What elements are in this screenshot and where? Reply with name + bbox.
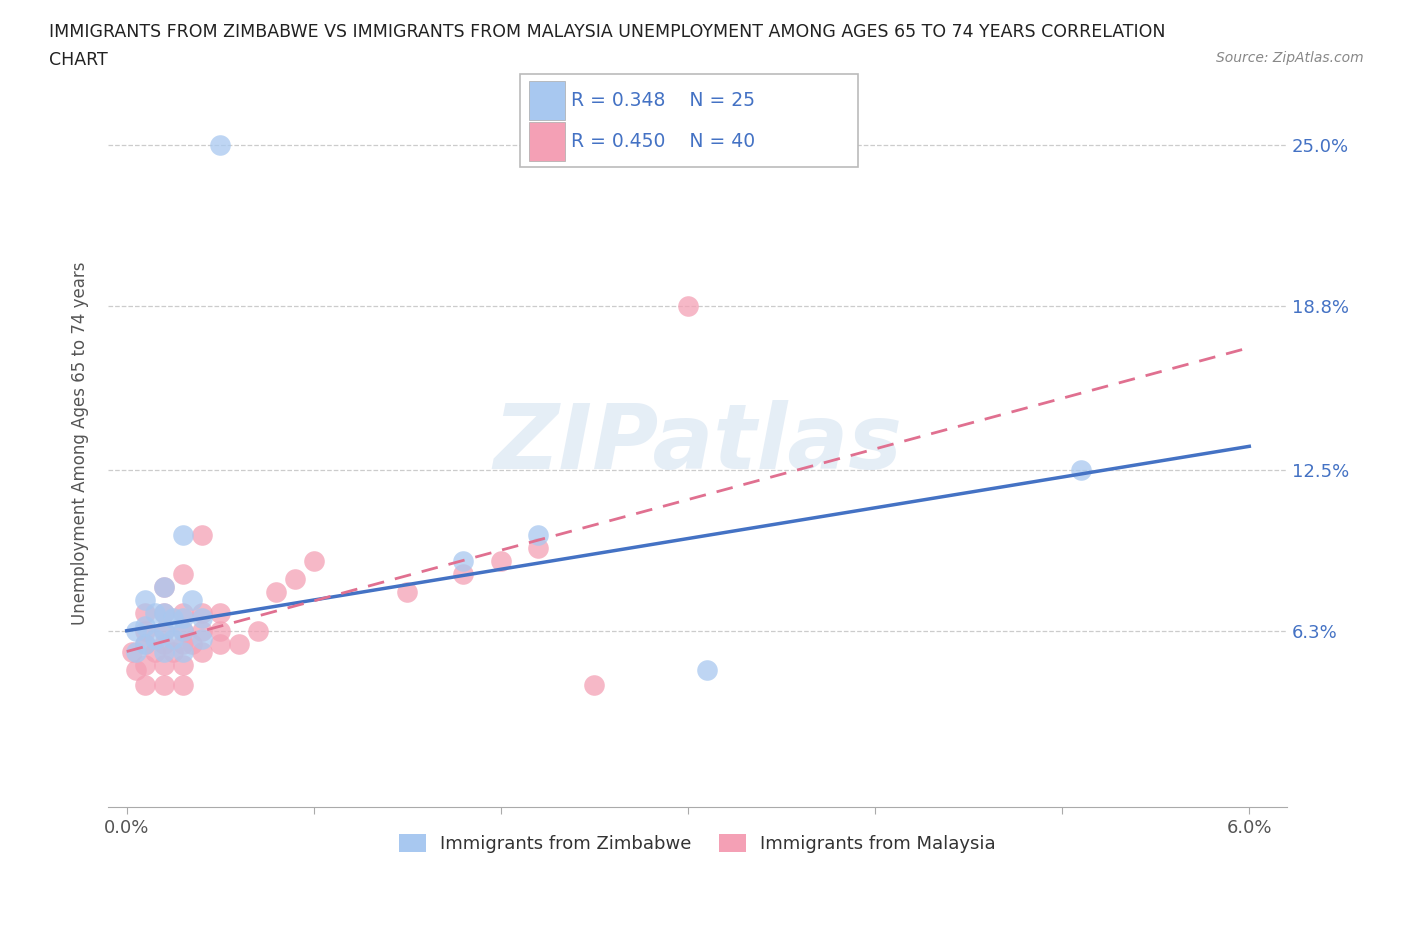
Point — [153, 678, 176, 693]
Point — [172, 605, 194, 620]
Point — [190, 644, 212, 659]
Point — [134, 636, 156, 651]
Text: IMMIGRANTS FROM ZIMBABWE VS IMMIGRANTS FROM MALAYSIA UNEMPLOYMENT AMONG AGES 65 : IMMIGRANTS FROM ZIMBABWE VS IMMIGRANTS F… — [49, 23, 1166, 41]
Point — [153, 623, 176, 638]
Point — [489, 553, 512, 568]
Point — [125, 662, 148, 677]
Point — [190, 610, 212, 625]
Text: R = 0.450    N = 40: R = 0.450 N = 40 — [571, 132, 755, 151]
Point — [172, 623, 194, 638]
Text: R = 0.348    N = 25: R = 0.348 N = 25 — [571, 91, 755, 110]
Point — [302, 553, 325, 568]
Point — [153, 623, 176, 638]
Point — [153, 644, 176, 659]
Text: ZIPatlas: ZIPatlas — [494, 400, 901, 487]
Point — [209, 605, 232, 620]
Point — [162, 644, 184, 659]
Point — [134, 623, 156, 638]
Point — [125, 644, 148, 659]
Point — [134, 605, 156, 620]
Point — [162, 631, 184, 646]
Point — [190, 527, 212, 542]
Point — [190, 631, 212, 646]
Point — [134, 618, 156, 633]
Point — [153, 658, 176, 672]
Point — [134, 592, 156, 607]
Point — [153, 605, 176, 620]
Legend: Immigrants from Zimbabwe, Immigrants from Malaysia: Immigrants from Zimbabwe, Immigrants fro… — [391, 827, 1002, 860]
Point — [181, 592, 204, 607]
Point — [181, 636, 204, 651]
Point — [172, 527, 194, 542]
Point — [143, 605, 166, 620]
Point — [134, 658, 156, 672]
Y-axis label: Unemployment Among Ages 65 to 74 years: Unemployment Among Ages 65 to 74 years — [72, 262, 89, 626]
Point — [696, 662, 718, 677]
Point — [453, 566, 475, 581]
Point — [172, 644, 194, 659]
Point — [172, 636, 194, 651]
Point — [190, 605, 212, 620]
Point — [209, 636, 232, 651]
Text: Source: ZipAtlas.com: Source: ZipAtlas.com — [1216, 51, 1364, 65]
Point — [583, 678, 606, 693]
Point — [1070, 462, 1092, 477]
Point — [172, 658, 194, 672]
Point — [153, 636, 176, 651]
Point — [676, 299, 699, 313]
Point — [153, 605, 176, 620]
Point — [172, 610, 194, 625]
Point — [453, 553, 475, 568]
Point — [125, 623, 148, 638]
Point — [228, 636, 250, 651]
Point — [209, 623, 232, 638]
Point — [134, 678, 156, 693]
Point — [162, 610, 184, 625]
Point — [209, 138, 232, 153]
Point — [134, 636, 156, 651]
Point — [143, 631, 166, 646]
Point — [284, 571, 307, 586]
Point — [190, 623, 212, 638]
Point — [527, 527, 550, 542]
Point — [153, 579, 176, 594]
Point — [172, 566, 194, 581]
Point — [527, 540, 550, 555]
Point — [172, 678, 194, 693]
Text: CHART: CHART — [49, 51, 108, 69]
Point — [121, 644, 143, 659]
Point — [153, 579, 176, 594]
Point — [143, 644, 166, 659]
Point — [172, 623, 194, 638]
Point — [246, 623, 269, 638]
Point — [266, 584, 288, 599]
Point — [396, 584, 419, 599]
